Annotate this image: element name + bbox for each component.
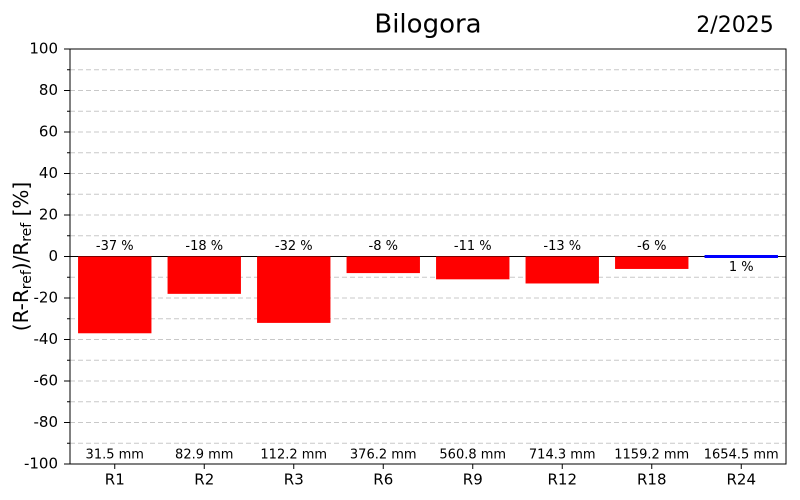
chart-subtitle: 2/2025 [696,13,773,38]
y-tick-label: 40 [39,164,58,182]
bar [346,256,420,274]
x-tick-label: R3 [284,471,304,489]
x-tick-label: R2 [194,471,214,489]
y-tick-label: 60 [39,123,58,141]
y-tick-label: -80 [34,413,59,431]
x-tick-label: R9 [463,471,483,489]
bar [257,256,331,323]
label-part: (R-R [9,289,33,331]
bar [167,256,241,294]
y-axis-label: (R-Rref)/Rref [%] [9,182,36,331]
y-tick-label: -100 [24,455,58,473]
label-subscript: ref [19,222,35,242]
amount-label: 714.3 mm [529,448,596,463]
chart-title: Bilogora [374,10,481,40]
value-label: -11 % [454,239,492,254]
amount-label: 560.8 mm [439,448,506,463]
y-tick-label: -60 [34,372,59,390]
y-tick-label: -20 [34,289,59,307]
x-tick-label: R12 [547,471,577,489]
bar [525,256,599,284]
amount-label: 31.5 mm [86,448,144,463]
bar [436,256,510,280]
amount-label: 376.2 mm [350,448,417,463]
amount-label: 1159.2 mm [614,448,689,463]
value-label: -8 % [369,239,398,254]
value-label: 1 % [729,260,754,275]
amount-label: 1654.5 mm [704,448,779,463]
x-tick-label: R6 [373,471,393,489]
bar [615,256,689,269]
label-subscript: ref [19,269,35,289]
value-label: -37 % [96,239,134,254]
y-tick-label: 100 [29,40,58,58]
amount-label: 82.9 mm [175,448,233,463]
label-part: )/R [9,242,33,271]
value-label: -13 % [543,239,581,254]
y-tick-label: -40 [34,330,59,348]
value-label: -32 % [275,239,313,254]
bar [704,255,778,258]
x-tick-label: R1 [105,471,125,489]
plot-frame [69,48,787,465]
amount-label: 112.2 mm [260,448,327,463]
x-tick-label: R18 [637,471,667,489]
value-label: -6 % [637,239,666,254]
x-tick-label: R24 [726,471,756,489]
label-part: [%] [9,182,33,223]
bar [78,256,152,334]
y-tick-label: 20 [39,206,58,224]
value-label: -18 % [185,239,223,254]
y-tick-label: 80 [39,81,58,99]
y-tick-label: 0 [48,247,58,265]
